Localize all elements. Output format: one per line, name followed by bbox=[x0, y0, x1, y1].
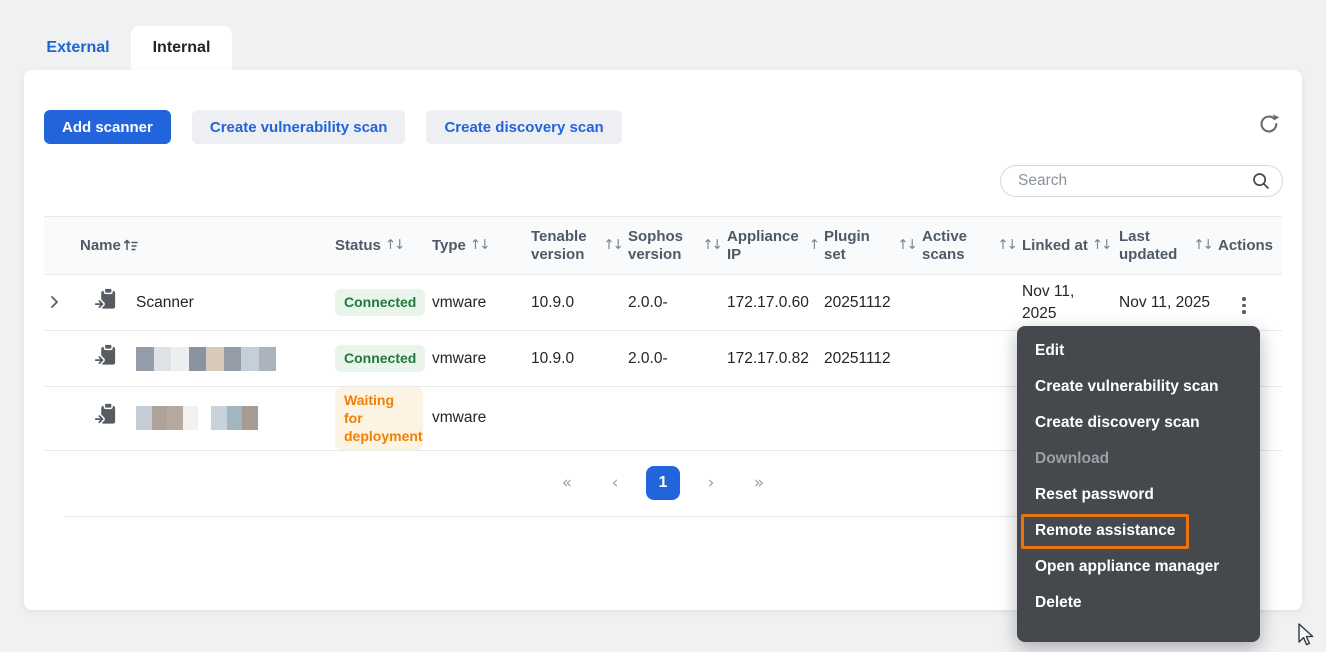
table-header-row: Name Status ↑↓ Type ↑↓ Tenable version ↑↓ S… bbox=[44, 216, 1282, 275]
sophos-version-cell: 2.0.0- bbox=[628, 274, 727, 331]
menu-item-create-vulnerability-scan[interactable]: Create vulnerability scan bbox=[1035, 378, 1219, 395]
search-input-wrap bbox=[1000, 165, 1283, 197]
scanner-name: Scanner bbox=[136, 293, 194, 311]
redacted-scanner-name bbox=[136, 406, 258, 431]
appliance-ip-cell: 172.17.0.82 bbox=[727, 330, 824, 387]
status-badge: Waiting for deployment bbox=[335, 387, 423, 450]
plugin-set-cell: 20251112 bbox=[824, 330, 922, 387]
sophos-version-cell: 2.0.0- bbox=[628, 330, 727, 387]
menu-item-open-appliance-manager[interactable]: Open appliance manager bbox=[1035, 558, 1220, 575]
sort-icon: ↑↓ bbox=[384, 237, 406, 254]
sort-icon: ↑↓ bbox=[469, 237, 491, 254]
menu-item-remote-assistance[interactable]: Remote assistance bbox=[1017, 513, 1260, 549]
active-scans-cell bbox=[922, 386, 1022, 451]
menu-item-create-discovery-scan[interactable]: Create discovery scan bbox=[1035, 414, 1200, 431]
last-updated-cell: Nov 11, 2025 bbox=[1119, 274, 1218, 331]
sort-icon: ↑ bbox=[808, 237, 820, 254]
appliance-ip-cell bbox=[727, 386, 824, 451]
row-actions-menu: Edit Create vulnerability scan Create di… bbox=[1017, 326, 1260, 642]
column-header-appliance-ip[interactable]: Appliance IP ↑ bbox=[727, 216, 824, 275]
redacted-scanner-name bbox=[136, 346, 276, 371]
toolbar: Add scanner Create vulnerability scan Cr… bbox=[44, 110, 1282, 144]
sort-icon: ↑↓ bbox=[1193, 237, 1214, 254]
menu-item-reset-password[interactable]: Reset password bbox=[1035, 486, 1154, 503]
type-cell: vmware bbox=[432, 330, 531, 387]
status-badge: Connected bbox=[335, 345, 426, 372]
pagination-page-1-button[interactable]: 1 bbox=[646, 466, 680, 501]
pagination-last-button[interactable]: » bbox=[742, 466, 776, 500]
column-header-name[interactable]: Name bbox=[44, 216, 335, 275]
row-actions-kebab-icon[interactable] bbox=[1232, 291, 1256, 320]
column-header-linked-at[interactable]: Linked at ↑↓ bbox=[1022, 216, 1119, 275]
tenable-version-cell: 10.9.0 bbox=[531, 274, 628, 331]
sophos-version-cell bbox=[628, 386, 727, 451]
sort-icon: ↑↓ bbox=[702, 237, 723, 254]
create-vulnerability-scan-button[interactable]: Create vulnerability scan bbox=[191, 110, 406, 144]
active-scans-cell bbox=[922, 274, 1022, 331]
table-row: Scanner Connected vmware 10.9.0 2.0.0- 1… bbox=[44, 274, 1282, 331]
tab-bar: External Internal bbox=[0, 26, 1326, 70]
tab-external[interactable]: External bbox=[46, 39, 110, 56]
pagination-prev-button[interactable]: ‹ bbox=[598, 466, 632, 500]
column-header-plugin-set[interactable]: Plugin set ↑↓ bbox=[824, 216, 922, 275]
column-header-tenable-version[interactable]: Tenable version ↑↓ bbox=[531, 216, 628, 275]
type-cell: vmware bbox=[432, 274, 531, 331]
column-header-sophos-version[interactable]: Sophos version ↑↓ bbox=[628, 216, 727, 275]
active-scans-cell bbox=[922, 330, 1022, 387]
column-header-actions: Actions bbox=[1218, 216, 1282, 275]
scanner-icon bbox=[93, 343, 118, 375]
add-scanner-button[interactable]: Add scanner bbox=[44, 110, 171, 144]
search-icon bbox=[1251, 171, 1271, 196]
pagination: « ‹ 1 › » bbox=[64, 451, 1262, 517]
sort-icon: ↑↓ bbox=[603, 237, 624, 254]
tenable-version-cell bbox=[531, 386, 628, 451]
scanner-icon bbox=[93, 287, 118, 319]
column-header-type[interactable]: Type ↑↓ bbox=[432, 216, 531, 275]
plugin-set-cell bbox=[824, 386, 922, 451]
menu-item-edit[interactable]: Edit bbox=[1035, 342, 1065, 359]
plugin-set-cell: 20251112 bbox=[824, 274, 922, 331]
search-bar bbox=[44, 165, 1283, 197]
mouse-cursor bbox=[1297, 623, 1315, 652]
sort-asc-icon bbox=[123, 237, 139, 255]
pagination-first-button[interactable]: « bbox=[550, 466, 584, 500]
sort-icon: ↑↓ bbox=[1091, 237, 1113, 254]
column-header-status[interactable]: Status ↑↓ bbox=[335, 216, 432, 275]
appliance-ip-cell: 172.17.0.60 bbox=[727, 274, 824, 331]
column-header-active-scans[interactable]: Active scans ↑↓ bbox=[922, 216, 1022, 275]
pagination-next-button[interactable]: › bbox=[694, 466, 728, 500]
menu-item-download: Download bbox=[1035, 450, 1110, 467]
type-cell: vmware bbox=[432, 386, 531, 451]
row-expand-chevron-icon[interactable] bbox=[46, 295, 62, 311]
column-header-last-updated[interactable]: Last updated ↑↓ bbox=[1119, 216, 1218, 275]
menu-item-delete[interactable]: Delete bbox=[1035, 594, 1082, 611]
scanner-icon bbox=[93, 402, 118, 434]
search-input[interactable] bbox=[1000, 165, 1283, 197]
sort-icon: ↑↓ bbox=[897, 237, 918, 254]
tab-internal[interactable]: Internal bbox=[131, 26, 232, 70]
linked-at-cell: Nov 11, 2025 bbox=[1022, 274, 1119, 331]
refresh-icon[interactable] bbox=[1256, 112, 1282, 138]
create-discovery-scan-button[interactable]: Create discovery scan bbox=[426, 110, 622, 144]
status-badge: Connected bbox=[335, 289, 426, 316]
tenable-version-cell: 10.9.0 bbox=[531, 330, 628, 387]
sort-icon: ↑↓ bbox=[997, 237, 1018, 254]
